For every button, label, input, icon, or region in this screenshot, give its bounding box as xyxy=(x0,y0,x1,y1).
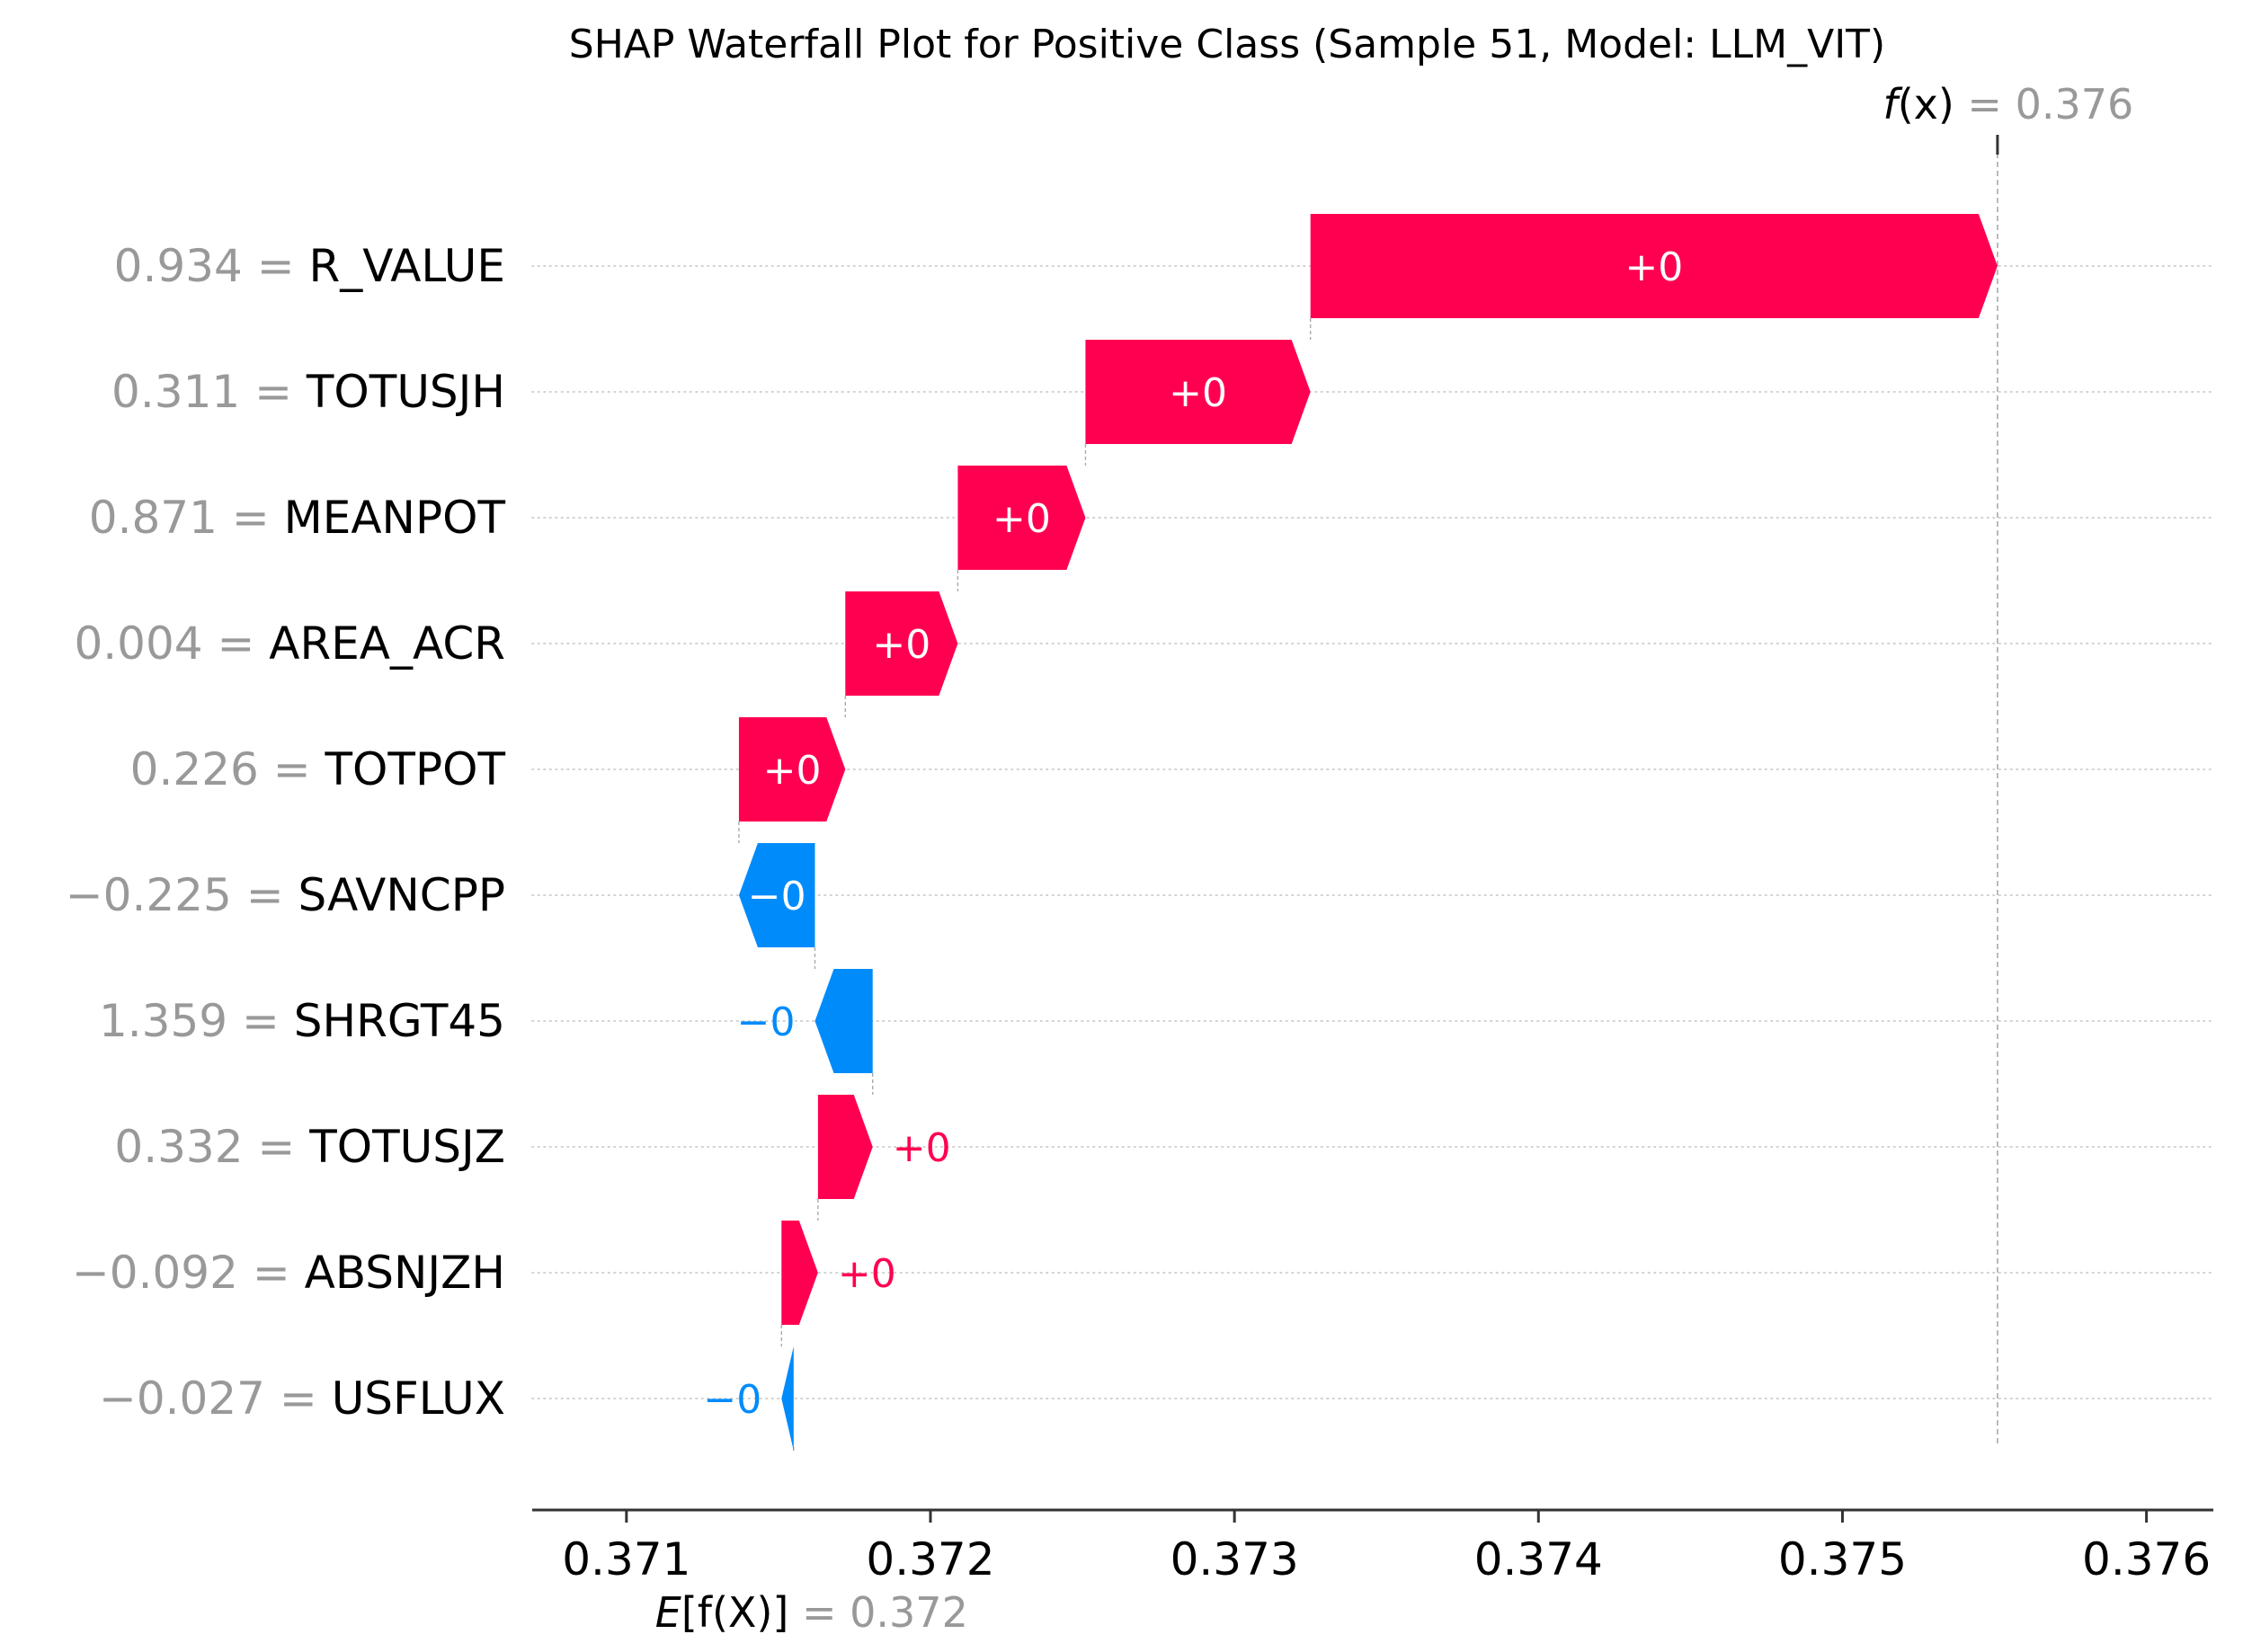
bar-value-label: −0 xyxy=(703,1377,761,1423)
bar-shrgt45 xyxy=(814,969,873,1073)
efx-label-prefix: E xyxy=(655,1588,681,1637)
feature-label: 0.004 = AREA_ACR xyxy=(74,617,505,670)
x-tick-label: 0.372 xyxy=(866,1533,994,1585)
bar-value-label: −0 xyxy=(737,999,796,1045)
feature-label: −0.027 = USFLUX xyxy=(99,1372,505,1425)
feature-labels: 0.934 = R_VALUE 0.311 = TOTUSJH 0.871 = ME… xyxy=(66,240,506,1425)
x-tick-label: 0.376 xyxy=(2082,1533,2211,1585)
fx-label-eq: = xyxy=(1954,80,2016,129)
feature-value: −0.225 xyxy=(66,869,232,921)
bar-r-value xyxy=(1310,214,1998,318)
feature-label: 1.359 = SHRGT45 xyxy=(99,995,505,1047)
bars: +0 +0 +0 +0 +0 −0 −0 +0 +0 −0 xyxy=(703,214,1998,1451)
feature-value: 1.359 xyxy=(99,995,227,1047)
bar-totusjz xyxy=(817,1095,873,1199)
efx-label: E[f(X)] = 0.372 xyxy=(655,1588,968,1637)
feature-label: 0.226 = TOTPOT xyxy=(130,743,506,795)
connector-lines xyxy=(738,318,1312,1451)
x-tick-label: 0.374 xyxy=(1474,1533,1603,1585)
feature-name: USFLUX xyxy=(332,1372,505,1425)
bar-value-label: +0 xyxy=(893,1125,951,1171)
feature-value: −0.092 xyxy=(72,1247,238,1299)
x-tick-label: 0.373 xyxy=(1170,1533,1299,1585)
feature-label: 0.871 = MEANPOT xyxy=(89,492,506,544)
efx-label-eq: = xyxy=(788,1588,850,1637)
bar-value-label: +0 xyxy=(1624,244,1683,290)
annotations: f(x) = 0.376 E[f(X)] = 0.372 xyxy=(655,80,2134,1637)
fx-label: f(x) = 0.376 xyxy=(1883,80,2133,129)
feature-label: −0.092 = ABSNJZH xyxy=(72,1247,505,1299)
fx-label-arg: (x) xyxy=(1898,80,1954,129)
x-tick-label: 0.371 xyxy=(562,1533,690,1585)
feature-name: TOTUSJH xyxy=(306,366,505,418)
feature-value: 0.332 xyxy=(114,1121,243,1173)
bar-value-label: +0 xyxy=(763,748,822,794)
efx-label-value: 0.372 xyxy=(850,1588,968,1637)
bar-value-label: −0 xyxy=(748,874,806,919)
efx-label-arg: [f(X)] xyxy=(681,1588,789,1637)
feature-name: R_VALUE xyxy=(308,240,505,292)
feature-value: 0.004 xyxy=(74,617,202,670)
feature-value: −0.027 xyxy=(99,1372,265,1425)
feature-value: 0.226 xyxy=(130,743,259,795)
feature-label: 0.311 = TOTUSJH xyxy=(111,366,505,418)
feature-name: TOTUSJZ xyxy=(308,1121,505,1173)
bar-area-acr xyxy=(845,591,958,696)
feature-name: TOTPOT xyxy=(325,743,506,795)
bar-value-label: +0 xyxy=(838,1251,896,1297)
feature-label: 0.332 = TOTUSJZ xyxy=(114,1121,505,1173)
bar-value-label: +0 xyxy=(872,622,930,668)
fx-label-value: 0.376 xyxy=(2016,80,2134,129)
bar-value-label: +0 xyxy=(992,496,1051,542)
feature-value: 0.871 xyxy=(89,492,218,544)
x-tick-label: 0.375 xyxy=(1778,1533,1907,1585)
bar-value-label: +0 xyxy=(1169,370,1227,416)
feature-label: 0.934 = R_VALUE xyxy=(114,240,505,292)
chart-title: SHAP Waterfall Plot for Positive Class (… xyxy=(569,22,1885,67)
bar-savncpp xyxy=(738,843,815,947)
bar-usflux xyxy=(781,1346,794,1451)
feature-label: −0.225 = SAVNCPP xyxy=(66,869,505,921)
feature-name: AREA_ACR xyxy=(269,617,505,670)
bar-totusjh xyxy=(1085,340,1311,444)
bar-absnjzh xyxy=(781,1221,818,1325)
feature-value: 0.934 xyxy=(114,240,243,292)
feature-value: 0.311 xyxy=(111,366,240,418)
bar-totpot xyxy=(738,717,846,822)
feature-name: ABSNJZH xyxy=(305,1247,505,1299)
x-axis: 0.371 0.372 0.373 0.374 0.375 0.376 xyxy=(532,1508,2213,1585)
feature-name: SHRGT45 xyxy=(294,995,505,1047)
feature-name: MEANPOT xyxy=(284,492,506,544)
bar-meanpot xyxy=(957,466,1086,570)
feature-name: SAVNCPP xyxy=(298,869,506,921)
